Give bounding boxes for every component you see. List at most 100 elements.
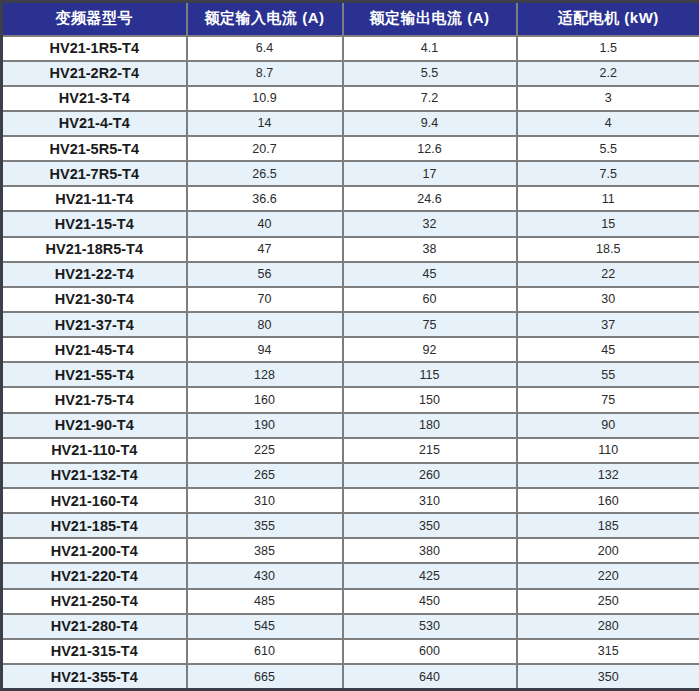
motor-power-cell: 132 <box>517 463 699 488</box>
input-current-cell: 40 <box>187 211 343 236</box>
motor-power-cell: 280 <box>517 614 699 639</box>
output-current-cell: 450 <box>343 589 517 614</box>
input-current-cell: 665 <box>187 664 343 689</box>
input-current-cell: 47 <box>187 237 343 262</box>
output-current-cell: 32 <box>343 211 517 236</box>
motor-power-cell: 11 <box>517 186 699 211</box>
table-row: HV21-11-T436.624.611 <box>2 186 699 211</box>
model-cell: HV21-18R5-T4 <box>2 237 187 262</box>
input-current-cell: 10.9 <box>187 86 343 111</box>
table-row: HV21-90-T419018090 <box>2 413 699 438</box>
motor-power-cell: 1.5 <box>517 36 699 61</box>
output-current-cell: 7.2 <box>343 86 517 111</box>
header-row: 变频器型号 额定输入电流 (A) 额定输出电流 (A) 适配电机 (kW) <box>2 2 699 36</box>
output-current-cell: 350 <box>343 513 517 538</box>
table-row: HV21-200-T4385380200 <box>2 538 699 563</box>
table-row: HV21-75-T416015075 <box>2 387 699 412</box>
output-current-cell: 180 <box>343 413 517 438</box>
output-current-cell: 4.1 <box>343 36 517 61</box>
motor-power-cell: 110 <box>517 438 699 463</box>
input-current-cell: 128 <box>187 362 343 387</box>
output-current-cell: 425 <box>343 563 517 588</box>
input-current-cell: 430 <box>187 563 343 588</box>
motor-power-cell: 185 <box>517 513 699 538</box>
model-cell: HV21-3-T4 <box>2 86 187 111</box>
output-current-cell: 380 <box>343 538 517 563</box>
motor-power-cell: 315 <box>517 639 699 664</box>
table-row: HV21-250-T4485450250 <box>2 589 699 614</box>
model-cell: HV21-7R5-T4 <box>2 161 187 186</box>
input-current-cell: 190 <box>187 413 343 438</box>
input-current-cell: 6.4 <box>187 36 343 61</box>
motor-power-cell: 7.5 <box>517 161 699 186</box>
table-row: HV21-220-T4430425220 <box>2 563 699 588</box>
table-header: 变频器型号 额定输入电流 (A) 额定输出电流 (A) 适配电机 (kW) <box>2 2 699 36</box>
model-cell: HV21-132-T4 <box>2 463 187 488</box>
input-current-cell: 225 <box>187 438 343 463</box>
model-cell: HV21-355-T4 <box>2 664 187 689</box>
model-cell: HV21-2R2-T4 <box>2 61 187 86</box>
output-current-cell: 60 <box>343 287 517 312</box>
output-current-cell: 75 <box>343 312 517 337</box>
output-current-cell: 12.6 <box>343 136 517 161</box>
output-current-cell: 5.5 <box>343 61 517 86</box>
motor-power-cell: 30 <box>517 287 699 312</box>
model-cell: HV21-1R5-T4 <box>2 36 187 61</box>
page: 变频器型号 额定输入电流 (A) 额定输出电流 (A) 适配电机 (kW) HV… <box>0 0 699 691</box>
output-current-cell: 92 <box>343 337 517 362</box>
motor-power-cell: 2.2 <box>517 61 699 86</box>
input-current-cell: 80 <box>187 312 343 337</box>
output-current-cell: 310 <box>343 488 517 513</box>
input-current-cell: 70 <box>187 287 343 312</box>
table-row: HV21-280-T4545530280 <box>2 614 699 639</box>
output-current-cell: 260 <box>343 463 517 488</box>
table-row: HV21-7R5-T426.5177.5 <box>2 161 699 186</box>
output-current-cell: 9.4 <box>343 111 517 136</box>
model-cell: HV21-4-T4 <box>2 111 187 136</box>
output-current-cell: 45 <box>343 262 517 287</box>
motor-power-cell: 160 <box>517 488 699 513</box>
output-current-cell: 38 <box>343 237 517 262</box>
model-cell: HV21-250-T4 <box>2 589 187 614</box>
table-row: HV21-55-T412811555 <box>2 362 699 387</box>
model-cell: HV21-5R5-T4 <box>2 136 187 161</box>
motor-power-cell: 250 <box>517 589 699 614</box>
column-header-motor-power: 适配电机 (kW) <box>517 2 699 36</box>
motor-power-cell: 15 <box>517 211 699 236</box>
motor-power-cell: 75 <box>517 387 699 412</box>
table-row: HV21-3-T410.97.23 <box>2 86 699 111</box>
table-row: HV21-18R5-T4473818.5 <box>2 237 699 262</box>
output-current-cell: 215 <box>343 438 517 463</box>
model-cell: HV21-11-T4 <box>2 186 187 211</box>
model-cell: HV21-15-T4 <box>2 211 187 236</box>
table-row: HV21-110-T4225215110 <box>2 438 699 463</box>
input-current-cell: 265 <box>187 463 343 488</box>
output-current-cell: 530 <box>343 614 517 639</box>
output-current-cell: 115 <box>343 362 517 387</box>
model-cell: HV21-90-T4 <box>2 413 187 438</box>
input-current-cell: 610 <box>187 639 343 664</box>
input-current-cell: 485 <box>187 589 343 614</box>
motor-power-cell: 37 <box>517 312 699 337</box>
output-current-cell: 24.6 <box>343 186 517 211</box>
model-cell: HV21-220-T4 <box>2 563 187 588</box>
column-header-output-current: 额定输出电流 (A) <box>343 2 517 36</box>
model-cell: HV21-280-T4 <box>2 614 187 639</box>
table-row: HV21-160-T4310310160 <box>2 488 699 513</box>
output-current-cell: 640 <box>343 664 517 689</box>
input-current-cell: 94 <box>187 337 343 362</box>
motor-power-cell: 200 <box>517 538 699 563</box>
input-current-cell: 8.7 <box>187 61 343 86</box>
input-current-cell: 385 <box>187 538 343 563</box>
model-cell: HV21-55-T4 <box>2 362 187 387</box>
input-current-cell: 545 <box>187 614 343 639</box>
table-row: HV21-30-T4706030 <box>2 287 699 312</box>
column-header-input-current: 额定输入电流 (A) <box>187 2 343 36</box>
table-row: HV21-4-T4149.44 <box>2 111 699 136</box>
table-row: HV21-132-T4265260132 <box>2 463 699 488</box>
model-cell: HV21-30-T4 <box>2 287 187 312</box>
table-row: HV21-37-T4807537 <box>2 312 699 337</box>
table-row: HV21-1R5-T46.44.11.5 <box>2 36 699 61</box>
table-row: HV21-2R2-T48.75.52.2 <box>2 61 699 86</box>
inverter-spec-table: 变频器型号 额定输入电流 (A) 额定输出电流 (A) 适配电机 (kW) HV… <box>0 0 699 691</box>
